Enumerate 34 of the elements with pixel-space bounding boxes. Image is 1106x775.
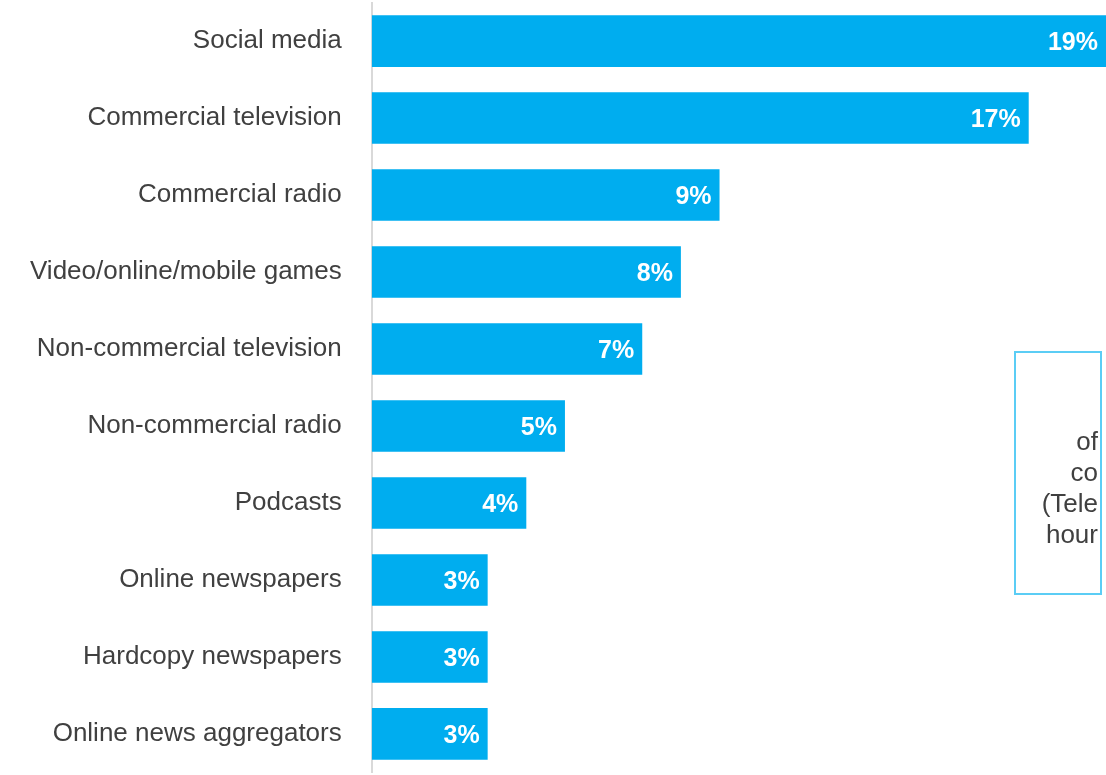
bar [371,169,720,221]
data-label: 17% [970,103,1021,132]
bar [371,323,643,375]
y-tick-label: Online news aggregators [52,717,342,748]
annotation: of [1076,426,1098,457]
data-label: 9% [675,180,712,209]
bar [371,708,488,760]
y-tick-label: Video/online/mobile games [29,255,342,286]
y-tick-label: Social media [192,24,343,55]
data-label: 4% [482,488,519,517]
bar [371,477,527,529]
annotation: co [1070,457,1098,488]
data-label: 8% [636,257,673,286]
data-label: 5% [520,411,557,440]
annotation: (Tele [1041,488,1098,519]
y-tick-label: Commercial radio [137,178,342,209]
data-label: 3% [443,642,480,671]
y-tick-label: Non-commercial radio [87,409,342,440]
y-tick-label: Podcasts [234,486,342,517]
bar [371,554,488,606]
bar [371,92,1029,144]
bar [371,15,1106,67]
bar [371,246,681,298]
annotation: hour [1045,519,1098,550]
data-label: 7% [598,334,635,363]
bar [371,631,488,683]
y-tick-label: Online newspapers [119,563,342,594]
data-label: 3% [443,719,480,748]
bar [371,400,565,452]
y-tick-label: Non-commercial television [36,332,342,363]
y-tick-label: Hardcopy newspapers [83,640,342,671]
data-label: 19% [1047,26,1098,55]
y-tick-label: Commercial television [87,101,342,132]
data-label: 3% [443,565,480,594]
